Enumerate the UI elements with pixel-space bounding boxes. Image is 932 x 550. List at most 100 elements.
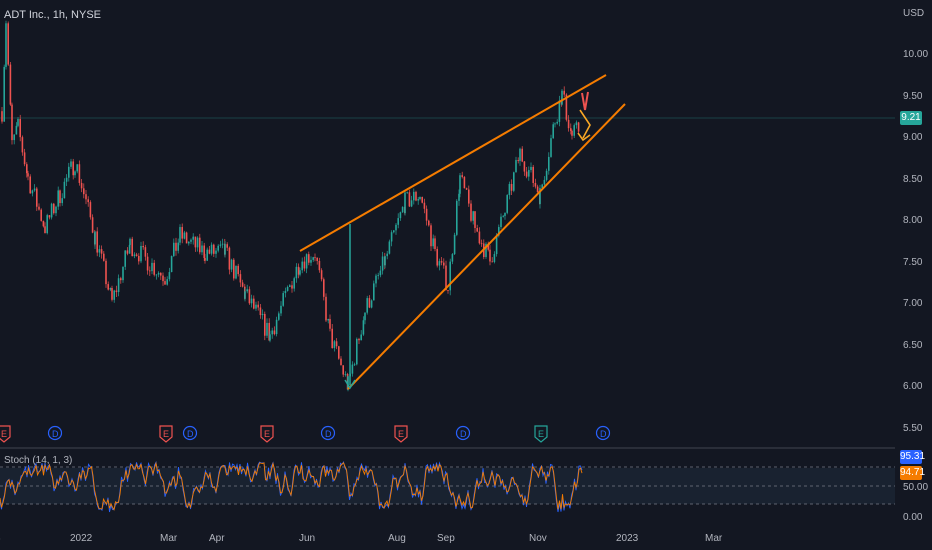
price-tick-label: 10.00 (903, 49, 928, 60)
candle-body (498, 227, 500, 236)
candle-body (430, 225, 432, 247)
indicator-label[interactable]: Stoch (14, 1, 3) (4, 455, 73, 466)
candle-body (185, 232, 188, 244)
candle-body (61, 198, 63, 204)
event-marker: E (260, 425, 274, 443)
stoch-d-tag: 94.71 (900, 466, 926, 480)
candle-body (219, 244, 222, 246)
candle-body (432, 238, 434, 247)
candle-body (301, 261, 303, 271)
candle-body (230, 259, 233, 270)
candle-body (443, 262, 445, 266)
candle-body (208, 249, 211, 254)
red-arrow[interactable] (581, 91, 589, 111)
candle-body (504, 212, 506, 216)
candle-body (377, 275, 379, 276)
candle-body (266, 322, 268, 336)
earnings-icon (0, 425, 11, 443)
candle-body (539, 188, 541, 205)
candle-body (421, 197, 423, 203)
candle-body (217, 245, 219, 251)
candle-body (517, 160, 519, 161)
candle-body (33, 188, 36, 191)
candle-body (50, 203, 53, 218)
candle-body (528, 170, 530, 177)
candle-body (571, 130, 573, 136)
candle-body (21, 137, 24, 153)
candle-body (117, 278, 120, 293)
time-axis-panel (0, 528, 932, 550)
stoch-tick-label: 50.00 (903, 482, 928, 493)
candle-body (1, 111, 3, 122)
event-marker: D (182, 425, 198, 441)
candle-body (175, 242, 177, 251)
candle-body (70, 161, 72, 167)
candle-body (177, 242, 179, 251)
drawings[interactable] (299, 74, 626, 390)
candle-body (53, 203, 55, 214)
candle-body (370, 300, 373, 308)
candle-body (13, 134, 15, 141)
candle-body (536, 186, 539, 193)
candle-body (513, 172, 515, 191)
candle-body (65, 177, 68, 182)
candle-body (44, 226, 46, 234)
lower-trendline[interactable] (347, 103, 626, 390)
candle-body (144, 247, 147, 257)
candle-body (138, 255, 140, 262)
candle-body (140, 245, 142, 262)
candle-body (521, 148, 523, 162)
candle-body (293, 278, 295, 289)
candle-body (11, 104, 13, 141)
time-axis-label: Jun (299, 533, 315, 544)
candle-body (120, 278, 122, 281)
candle-body (353, 364, 356, 366)
candle-body (423, 202, 426, 209)
candle-body (55, 206, 57, 214)
orange-arrow[interactable] (579, 109, 591, 139)
candle-body (523, 161, 526, 172)
event-letter: D (600, 429, 607, 439)
candle-body (275, 319, 278, 335)
candle-body (436, 249, 438, 266)
candle-body (428, 220, 430, 226)
candle-body (46, 215, 48, 234)
candle-body (417, 199, 419, 201)
candle-body (59, 190, 61, 204)
candle-body (561, 90, 563, 105)
candle-body (146, 256, 149, 271)
candle-body (316, 257, 318, 261)
candle-body (149, 270, 151, 272)
price-tick-label: 6.00 (903, 381, 923, 392)
candle-body (194, 236, 197, 248)
candle-body (358, 338, 360, 341)
candle-body (449, 261, 451, 291)
candle-body (459, 175, 461, 194)
candle-body (23, 152, 26, 165)
candle-body (113, 290, 115, 300)
candle-body (508, 184, 511, 196)
candle-body (335, 341, 338, 347)
candle-body (458, 193, 460, 201)
candle-body (375, 275, 377, 284)
candle-body (362, 320, 365, 335)
candle-body (491, 261, 493, 263)
candle-body (239, 274, 242, 283)
dividend-icon (455, 425, 471, 441)
symbol-title[interactable]: ADT Inc., 1h, NYSE (4, 9, 102, 21)
price-tick-label: 9.00 (903, 132, 923, 143)
candle-body (519, 148, 521, 161)
candle-body (76, 164, 78, 172)
candle-body (204, 258, 206, 261)
candle-body (248, 289, 251, 304)
candle-body (17, 119, 19, 126)
candle-body (434, 238, 436, 250)
upper-trendline[interactable] (299, 74, 607, 252)
candle-body (438, 261, 441, 266)
candle-body (489, 249, 491, 262)
candle-body (558, 100, 561, 122)
candle-body (386, 253, 388, 257)
